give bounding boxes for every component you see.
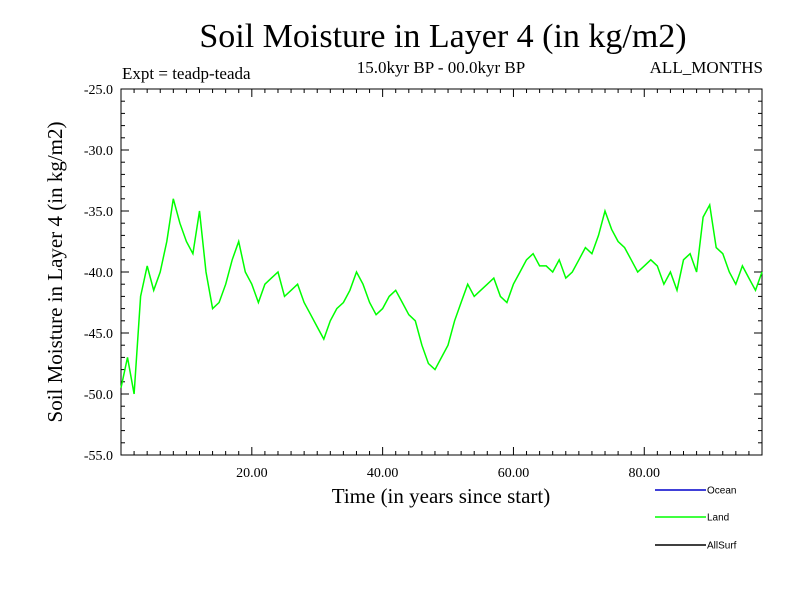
x-tick-label: 60.00 (498, 466, 530, 481)
experiment-label: Expt = teadp-teada (122, 64, 251, 83)
legend-label-allsurf: AllSurf (707, 541, 737, 552)
legend-label-ocean: Ocean (707, 486, 736, 497)
x-tick-label: 40.00 (367, 466, 399, 481)
x-tick-labels: 20.00 40.00 60.00 80.00 (236, 466, 660, 481)
y-tick-label: -35.0 (84, 205, 113, 220)
x-tick-label: 20.00 (236, 466, 268, 481)
x-tick-label: 80.00 (629, 466, 661, 481)
time-range-label: 15.0kyr BP - 00.0kyr BP (357, 58, 525, 77)
months-label: ALL_MONTHS (650, 58, 763, 77)
y-tick-labels: -25.0 -30.0 -35.0 -40.0 -45.0 -50.0 -55.0 (84, 83, 113, 464)
y-axis-label: Soil Moisture in Layer 4 (in kg/m2) (43, 122, 67, 423)
y-tick-label: -50.0 (84, 388, 113, 403)
tick-marks (121, 88, 762, 456)
y-tick-label: -40.0 (84, 266, 113, 281)
y-tick-label: -45.0 (84, 327, 113, 342)
x-axis-label: Time (in years since start) (332, 484, 551, 508)
chart-title: Soil Moisture in Layer 4 (in kg/m2) (199, 18, 686, 55)
legend: Ocean Land AllSurf (655, 486, 737, 552)
plot-frame (120, 88, 763, 456)
land-series-line (120, 198, 763, 395)
y-tick-label: -25.0 (84, 83, 113, 98)
legend-label-land: Land (707, 513, 729, 524)
y-tick-label: -30.0 (84, 144, 113, 159)
y-tick-label: -55.0 (84, 449, 113, 464)
